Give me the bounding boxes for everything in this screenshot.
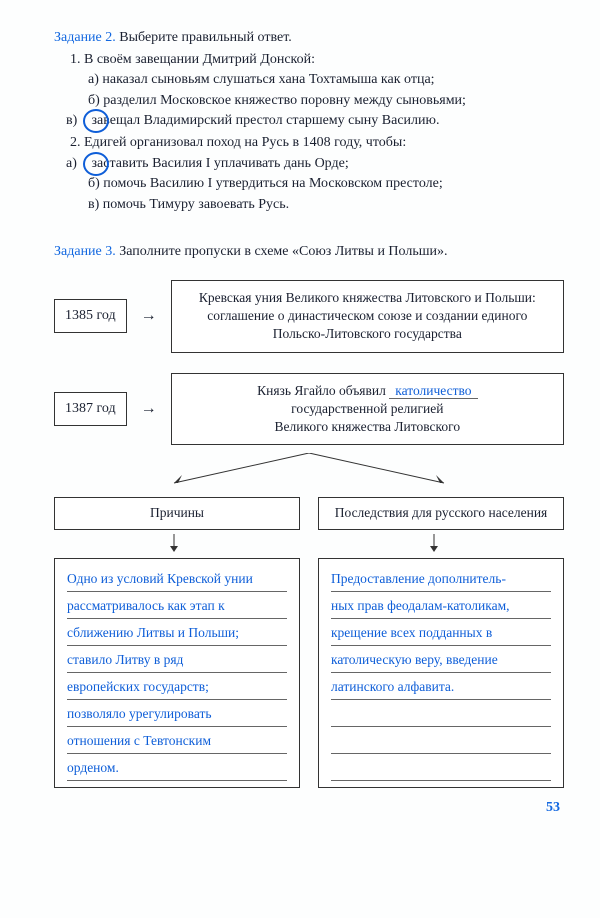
q2-num: 2. (70, 135, 81, 150)
effects-line: католическую веру, введение (331, 648, 551, 673)
scheme-diagram: 1385 год → Кревская уния Великого княжес… (54, 280, 564, 788)
question-2: 2. Едигей организовал поход на Русь в 14… (54, 133, 564, 153)
labels-row: Причины Последствия для русского населен… (54, 497, 564, 530)
task3-heading: Задание 3. (54, 244, 116, 259)
effects-line (331, 702, 551, 727)
desc2-line3: Великого княжества Литовского (275, 419, 461, 434)
effects-line (331, 729, 551, 754)
causes-line: отношения с Тевтонским (67, 729, 287, 754)
page-number: 53 (54, 800, 564, 816)
effects-line: Предоставление дополнитель- (331, 567, 551, 592)
q1-option-a: а) наказал сыновьям слушаться хана Тохта… (54, 70, 564, 90)
task-2: Задание 2. Выберите правильный ответ. 1.… (54, 28, 564, 214)
task2-prompt: Выберите правильный ответ. (119, 30, 292, 45)
scheme-row-1385: 1385 год → Кревская уния Великого княжес… (54, 280, 564, 353)
causes-line: орденом. (67, 756, 287, 781)
q1-num: 1. (70, 52, 81, 67)
causes-line: позволяло урегулировать (67, 702, 287, 727)
causes-box: Одно из условий Кревской унии рассматрив… (54, 558, 300, 788)
task2-heading: Задание 2. (54, 30, 116, 45)
effects-line: латинского алфавита. (331, 675, 551, 700)
q1-option-b: б) разделил Московское княжество поровну… (54, 91, 564, 111)
q2-option-a-text: заставить Василия I уплачивать дань Орде… (88, 156, 349, 171)
task3-prompt: Заполните пропуски в схеме «Союз Литвы и… (119, 244, 447, 259)
q2-option-a: а) заставить Василия I уплачивать дань О… (54, 154, 564, 174)
causes-line: рассматривалось как этап к (67, 594, 287, 619)
causes-line: сближению Литвы и Польши; (67, 621, 287, 646)
desc2-pre: Князь Ягайло объявил (257, 383, 389, 398)
label-effects: Последствия для русского населения (318, 497, 564, 530)
desc-box-1387: Князь Ягайло объявил католичество госуда… (171, 373, 564, 446)
question-1: 1. В своём завещании Дмитрий Донской: (54, 50, 564, 70)
causes-line: Одно из условий Кревской унии (67, 567, 287, 592)
scheme-row-1387: 1387 год → Князь Ягайло объявил католиче… (54, 373, 564, 446)
effects-box: Предоставление дополнитель- ных прав фео… (318, 558, 564, 788)
q1-text: В своём завещании Дмитрий Донской: (84, 52, 315, 67)
causes-line: ставило Литву в ряд (67, 648, 287, 673)
q2-text: Едигей организовал поход на Русь в 1408 … (84, 135, 406, 150)
q2-option-c: в) помочь Тимуру завоевать Русь. (54, 195, 564, 215)
desc2-line2: государственной религией (291, 401, 443, 416)
task-3: Задание 3. Заполните пропуски в схеме «С… (54, 242, 564, 788)
desc2-fill-answer: католичество (389, 383, 477, 399)
label-causes: Причины (54, 497, 300, 530)
desc-box-1385: Кревская уния Великого княжества Литовск… (171, 280, 564, 353)
effects-line: крещение всех подданных в (331, 621, 551, 646)
effects-line: ных прав феодалам-католикам, (331, 594, 551, 619)
year-box-1387: 1387 год (54, 392, 127, 426)
fill-boxes-row: Одно из условий Кревской унии рассматрив… (54, 558, 564, 788)
arrow-right-icon: → (141, 398, 157, 420)
q1-option-c: в) завещал Владимирский престол старшему… (54, 111, 564, 131)
q1-option-c-text: завещал Владимирский престол старшему сы… (88, 113, 439, 128)
q2-option-b: б) помочь Василию I утвердиться на Моско… (54, 174, 564, 194)
year-box-1385: 1385 год (54, 299, 127, 333)
effects-line (331, 756, 551, 781)
arrow-right-icon: → (141, 305, 157, 327)
causes-line: европейских государств; (67, 675, 287, 700)
